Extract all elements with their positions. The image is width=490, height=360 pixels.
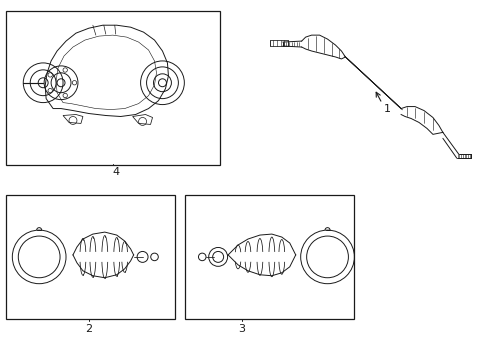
Bar xyxy=(6,11,220,165)
Bar xyxy=(270,40,288,46)
Text: 1: 1 xyxy=(384,104,391,113)
Text: 4: 4 xyxy=(112,167,119,177)
Bar xyxy=(185,195,354,319)
Bar xyxy=(6,195,175,319)
Text: 2: 2 xyxy=(85,324,93,334)
Text: 3: 3 xyxy=(239,324,245,334)
